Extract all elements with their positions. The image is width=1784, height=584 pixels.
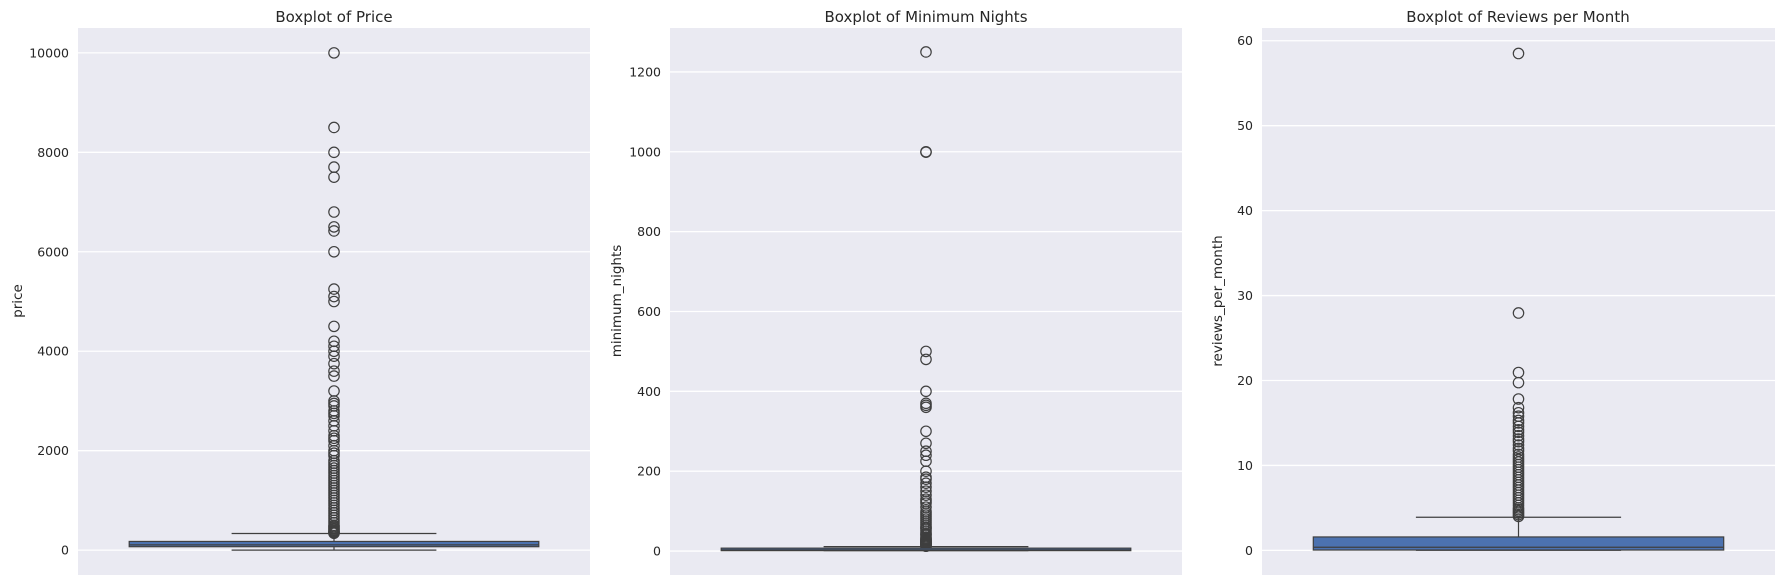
minimum-nights-outlier-point xyxy=(920,481,932,493)
reviews-per-month-boxplot-panel: 0 10 20 30 40 50 60 Boxplot of Reviews per Mon… xyxy=(1210,8,1775,575)
minimum-nights-outlier-point xyxy=(920,146,932,158)
minimum-nights-outlier-point xyxy=(920,477,932,489)
price-outlier-point xyxy=(328,225,340,237)
reviews-per-month-y-tick-label: 30 xyxy=(1237,288,1253,303)
reviews-per-month-outlier-point xyxy=(1512,445,1525,457)
price-outlier-point xyxy=(328,345,340,358)
reviews-per-month-outlier-point xyxy=(1512,420,1525,433)
price-outlier-point xyxy=(328,365,340,377)
reviews-per-month-outlier-point xyxy=(1512,47,1525,60)
reviews-per-month-outlier-point xyxy=(1512,307,1525,319)
minimum-nights-outlier-point xyxy=(920,353,932,366)
reviews-per-month-iqr-box xyxy=(1312,536,1725,551)
minimum-nights-y-tick-label: 1000 xyxy=(629,144,661,159)
minimum-nights-y-tick-label: 0 xyxy=(653,544,661,559)
price-outlier-point xyxy=(328,320,340,333)
price-outlier-point xyxy=(328,121,340,134)
reviews-per-month-outlier-point xyxy=(1512,393,1525,405)
reviews-per-month-y-tick-label: 60 xyxy=(1237,33,1253,48)
minimum-nights-y-tick-label: 800 xyxy=(637,224,661,239)
price-iqr-box xyxy=(128,540,540,548)
price-outlier-point xyxy=(328,47,340,59)
price-outlier-point xyxy=(328,295,340,308)
reviews-per-month-y-tick-label: 0 xyxy=(1245,543,1253,558)
price-y-tick-label: 8000 xyxy=(37,145,69,160)
minimum-nights-outlier-point xyxy=(920,489,932,501)
price-outlier-point xyxy=(328,370,340,382)
minimum-nights-boxplot-panel: 0 200 400 600 800 1000 1200 Boxplot of Minimum… xyxy=(609,8,1182,575)
reviews-per-month-y-tick-label: 50 xyxy=(1237,118,1253,133)
minimum-nights-outlier-point xyxy=(920,385,932,398)
reviews-per-month-outlier-point xyxy=(1512,376,1525,389)
reviews-per-month-outlier-point xyxy=(1512,435,1525,448)
price-chart-title: Boxplot of Price xyxy=(275,8,392,26)
minimum-nights-y-tick-label: 1200 xyxy=(629,64,661,79)
minimum-nights-outlier-point xyxy=(920,401,932,414)
minimum-nights-outlier-point xyxy=(920,425,932,438)
price-outlier-point xyxy=(328,283,340,295)
price-y-tick-label: 4000 xyxy=(37,344,69,359)
price-y-tick-label: 0 xyxy=(61,543,69,558)
minimum-nights-outlier-point xyxy=(920,473,932,485)
minimum-nights-y-tick-label: 600 xyxy=(637,304,661,319)
minimum-nights-outlier-point xyxy=(920,437,932,450)
minimum-nights-y-tick-label: 400 xyxy=(637,384,661,399)
reviews-per-month-outlier-point xyxy=(1512,417,1525,429)
minimum-nights-outlier-point xyxy=(920,465,932,477)
reviews-per-month-chart-title: Boxplot of Reviews per Month xyxy=(1406,8,1629,26)
reviews-per-month-y-tick-label: 20 xyxy=(1237,373,1253,388)
price-outlier-point xyxy=(328,290,340,303)
reviews-per-month-outlier-point xyxy=(1512,426,1525,439)
reviews-per-month-plot-area xyxy=(1262,28,1775,575)
minimum-nights-outlier-point xyxy=(920,449,932,462)
reviews-per-month-y-tick-label: 10 xyxy=(1237,458,1253,473)
price-outlier-point xyxy=(328,146,340,159)
minimum-nights-outlier-point xyxy=(920,345,932,358)
price-outlier-point xyxy=(328,245,340,258)
minimum-nights-y-axis-label: minimum_nights xyxy=(609,245,625,358)
price-y-tick-label: 6000 xyxy=(37,244,69,259)
price-outlier-point xyxy=(328,171,340,183)
price-y-tick-label: 2000 xyxy=(37,443,69,458)
reviews-per-month-y-tick-label: 40 xyxy=(1237,203,1253,218)
price-outlier-point xyxy=(328,221,340,233)
minimum-nights-y-tick-label: 200 xyxy=(637,464,661,479)
price-outlier-point xyxy=(328,357,340,370)
price-y-axis-label: price xyxy=(10,284,26,318)
reviews-per-month-outlier-point xyxy=(1512,401,1525,414)
price-outlier-point xyxy=(328,350,340,362)
reviews-per-month-outlier-point xyxy=(1512,439,1525,451)
reviews-per-month-y-axis-label: reviews_per_month xyxy=(1210,235,1226,366)
reviews-per-month-outlier-point xyxy=(1512,429,1525,442)
price-outlier-point xyxy=(328,206,340,218)
price-y-tick-label: 10000 xyxy=(29,45,69,60)
minimum-nights-outlier-point xyxy=(920,46,932,58)
minimum-nights-chart-title: Boxplot of Minimum Nights xyxy=(824,8,1027,26)
